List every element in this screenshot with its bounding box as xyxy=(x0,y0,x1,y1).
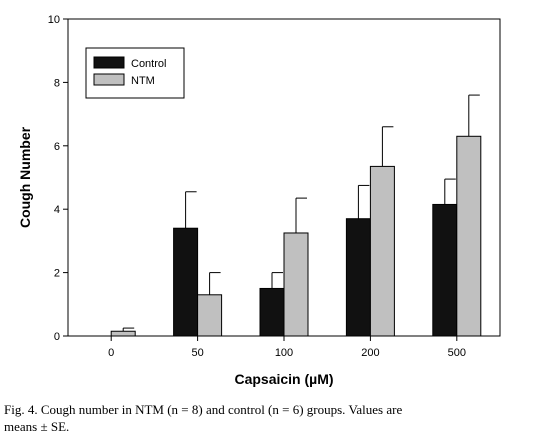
y-axis-title: Cough Number xyxy=(17,126,33,228)
bar-control-500 xyxy=(432,203,458,337)
x-tick-label: 500 xyxy=(448,347,466,359)
bar-ntm-100 xyxy=(283,232,309,337)
caption-line-2: means ± SE. xyxy=(4,419,70,434)
y-tick-label: 2 xyxy=(54,268,60,280)
bar-control-200 xyxy=(345,218,371,337)
caption-line-1: Fig. 4. Cough number in NTM (n = 8) and … xyxy=(4,402,403,417)
plot-area: 0 2 4 6 8 10 0 50 100 200 500 xyxy=(48,14,501,359)
bar-ntm-500 xyxy=(456,135,482,337)
y-tick-label: 4 xyxy=(54,204,60,216)
bar-chart: 0 2 4 6 8 10 0 50 100 200 500 Control NTM Cough N… xyxy=(17,14,501,387)
x-tick-label: 0 xyxy=(108,347,114,359)
bar-ntm-200 xyxy=(369,165,395,337)
y-tick-label: 10 xyxy=(48,14,60,26)
y-tick-label: 0 xyxy=(54,331,60,343)
bar-ntm-50 xyxy=(197,294,223,337)
x-tick-label: 50 xyxy=(191,347,203,359)
x-axis-title: Capsaicin (µM) xyxy=(234,371,333,387)
y-tick-label: 6 xyxy=(54,141,60,153)
x-tick-label: 100 xyxy=(275,347,293,359)
bar-control-100 xyxy=(259,287,285,337)
y-tick-label: 8 xyxy=(54,77,60,89)
bars xyxy=(110,135,482,337)
legend-label-ntm: NTM xyxy=(131,75,155,87)
legend-label-control: Control xyxy=(131,58,166,70)
bar-ntm-0 xyxy=(110,330,136,337)
x-axis-ticks: 0 50 100 200 500 xyxy=(108,336,466,359)
legend-box xyxy=(85,47,185,99)
legend-swatch-ntm xyxy=(93,73,125,86)
bar-control-50 xyxy=(173,227,199,337)
error-bars xyxy=(122,94,480,332)
legend: Control NTM xyxy=(85,47,185,99)
legend-swatch-control xyxy=(93,56,125,69)
figure-caption: Fig. 4. Cough number in NTM (n = 8) and … xyxy=(4,401,532,435)
y-axis-ticks: 0 2 4 6 8 10 xyxy=(48,14,68,343)
x-tick-label: 200 xyxy=(361,347,379,359)
